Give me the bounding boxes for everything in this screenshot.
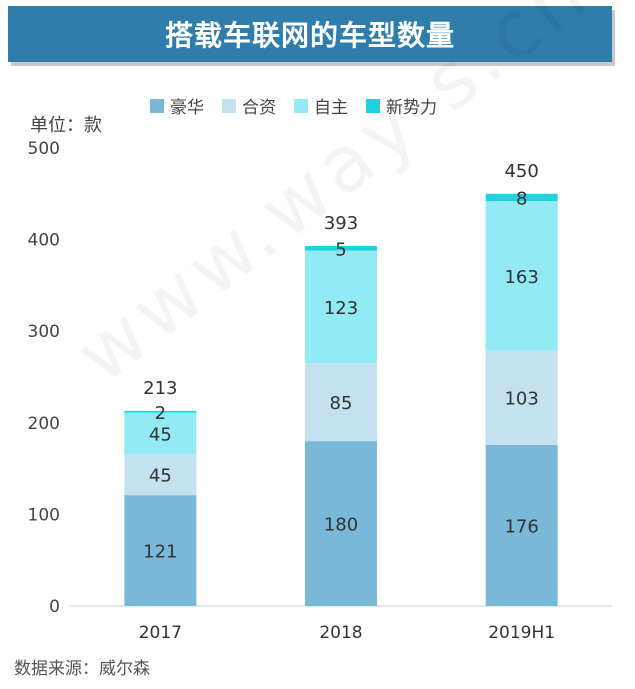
- y-tick-label: 0: [49, 597, 60, 617]
- bar-segment: [485, 193, 558, 202]
- unit-label: 单位：款: [30, 115, 102, 136]
- y-tick-label: 500: [28, 139, 60, 159]
- bar-segment: [124, 410, 197, 413]
- bar-segment: [305, 246, 377, 251]
- y-tick-label: 100: [28, 505, 60, 525]
- bar-value-label: 163: [504, 267, 538, 288]
- legend-swatch: [294, 98, 308, 113]
- bar-segment: [485, 350, 558, 445]
- legend-label: 新势力: [386, 98, 437, 118]
- bar-value-label: 103: [504, 389, 538, 410]
- bar-segment: [485, 444, 558, 606]
- bar-segment: [124, 495, 197, 606]
- chart-title: 搭载车联网的车型数量: [164, 19, 455, 52]
- legend: 豪华 合资 自主 新势力: [150, 93, 437, 118]
- x-category-label: 2019H1: [488, 623, 555, 643]
- title-bar: 搭载车联网的车型数量: [8, 6, 612, 62]
- bar-value-label: 45: [149, 424, 172, 445]
- legend-item-domestic: 自主: [294, 93, 348, 118]
- bar-segment: [124, 453, 197, 496]
- legend-label: 合资: [242, 98, 276, 118]
- legend-item-new-forces: 新势力: [366, 93, 437, 118]
- bar-value-label: 85: [330, 393, 353, 414]
- legend-swatch: [222, 98, 236, 113]
- bar-segment: [305, 441, 377, 606]
- bar-segment: [485, 201, 558, 351]
- y-tick-label: 400: [28, 231, 60, 251]
- source-note: 数据来源：威尔森: [14, 659, 150, 679]
- bar-total-label: 213: [143, 378, 177, 399]
- y-tick-label: 200: [28, 414, 60, 434]
- bar-value-label: 176: [504, 516, 538, 537]
- bar-total-label: 393: [324, 213, 358, 234]
- bar-segment: [124, 412, 197, 454]
- bar-total-label: 450: [504, 161, 538, 182]
- legend-label: 自主: [314, 98, 348, 118]
- bar-segment: [305, 363, 377, 442]
- legend-label: 豪华: [170, 98, 204, 118]
- bar-value-label: 180: [324, 515, 358, 536]
- bar-segment: [305, 250, 377, 364]
- bar-value-label: 121: [143, 542, 177, 563]
- legend-swatch: [150, 98, 164, 113]
- legend-item-luxury: 豪华: [150, 93, 204, 118]
- y-tick-label: 300: [28, 322, 60, 342]
- x-category-label: 2017: [139, 623, 182, 643]
- bar-value-label: 8: [516, 188, 527, 209]
- bar-value-label: 123: [324, 298, 358, 319]
- bar-value-label: 2: [155, 403, 166, 424]
- legend-swatch: [366, 98, 380, 113]
- x-category-label: 2018: [319, 623, 362, 643]
- bar-value-label: 45: [149, 466, 172, 487]
- legend-item-joint-venture: 合资: [222, 93, 276, 118]
- bar-value-label: 5: [335, 239, 346, 260]
